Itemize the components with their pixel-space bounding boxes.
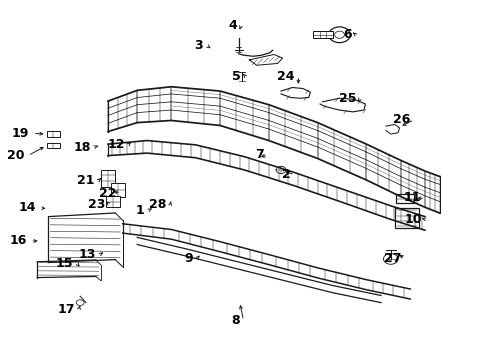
- Text: 24: 24: [277, 69, 294, 82]
- Text: 21: 21: [77, 174, 94, 187]
- Text: 8: 8: [230, 314, 239, 327]
- Text: 10: 10: [404, 213, 422, 226]
- Bar: [312, 31, 332, 39]
- Text: 5: 5: [232, 69, 241, 82]
- Text: 22: 22: [99, 187, 117, 200]
- Bar: [111, 183, 124, 197]
- Text: 19: 19: [12, 127, 29, 140]
- Bar: [46, 143, 60, 148]
- Text: 1: 1: [136, 204, 144, 217]
- Text: 3: 3: [194, 39, 203, 52]
- Text: 23: 23: [88, 198, 105, 211]
- Text: 16: 16: [9, 234, 26, 247]
- Text: 27: 27: [383, 252, 401, 265]
- Text: 9: 9: [184, 252, 193, 265]
- Text: 17: 17: [57, 303, 75, 316]
- Text: 11: 11: [403, 192, 420, 204]
- Text: 25: 25: [339, 92, 356, 105]
- Text: 13: 13: [78, 248, 96, 261]
- Text: 18: 18: [73, 140, 91, 153]
- Text: 2: 2: [282, 168, 290, 181]
- Bar: [394, 208, 418, 228]
- Text: 14: 14: [19, 202, 36, 215]
- Text: 7: 7: [255, 148, 264, 161]
- Text: 20: 20: [6, 149, 24, 162]
- Text: 4: 4: [228, 19, 237, 32]
- Bar: [395, 194, 413, 203]
- Bar: [106, 197, 120, 207]
- Text: 15: 15: [55, 257, 73, 270]
- Text: 6: 6: [343, 28, 351, 41]
- Text: 26: 26: [392, 113, 409, 126]
- Bar: [46, 131, 60, 137]
- Text: 28: 28: [149, 198, 166, 211]
- Bar: [101, 170, 115, 187]
- Text: 12: 12: [107, 138, 125, 150]
